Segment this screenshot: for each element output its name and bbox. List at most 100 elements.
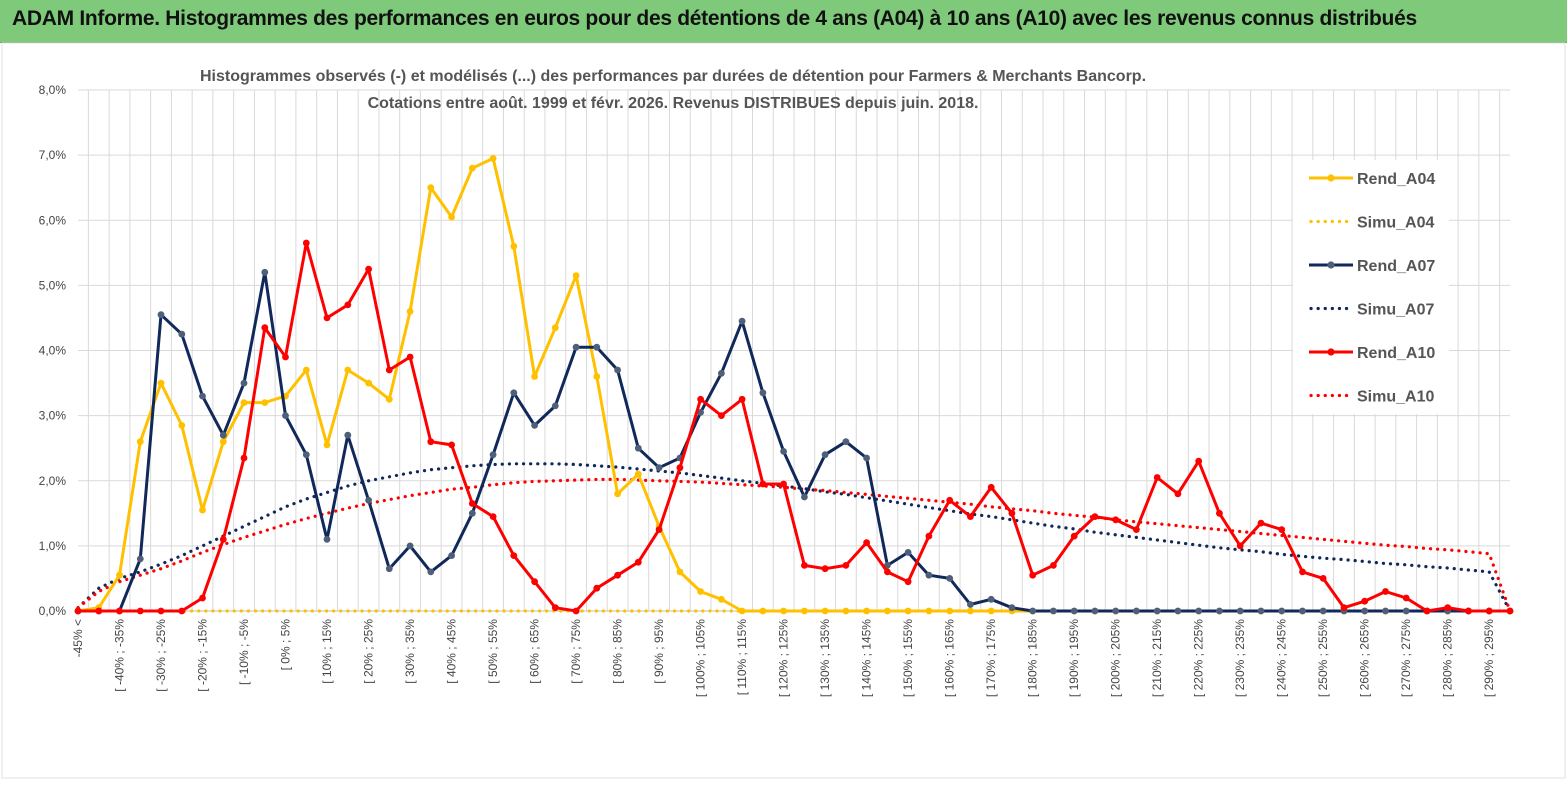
data-point	[240, 399, 248, 406]
data-point	[780, 448, 787, 455]
data-point	[842, 607, 850, 615]
x-tick-label: [ 0% ; 5%	[279, 619, 293, 671]
x-tick-label: [ 10% ; 15%	[320, 619, 334, 684]
banner: ADAM Informe. Histogrammes des performan…	[0, 0, 1567, 43]
data-point	[863, 454, 870, 462]
data-point	[531, 578, 538, 586]
x-tick-label: [ 140% ; 145%	[860, 619, 874, 697]
data-point	[572, 272, 580, 279]
data-point	[780, 480, 787, 488]
data-point	[655, 464, 663, 472]
series-layer	[74, 155, 1514, 615]
data-point	[1382, 607, 1389, 615]
data-point	[302, 366, 310, 374]
data-point	[468, 500, 476, 507]
data-point	[821, 565, 829, 573]
data-point	[95, 607, 103, 615]
data-point	[1112, 516, 1120, 524]
legend-label: Simu_A07	[1357, 302, 1434, 319]
x-tick-label: [ 280% ; 285%	[1441, 619, 1455, 697]
data-point	[1402, 607, 1410, 615]
series-line	[78, 270, 1510, 613]
data-point	[697, 395, 704, 403]
data-point	[427, 568, 435, 576]
data-point	[136, 438, 144, 446]
y-tick-label: 8,0%	[39, 83, 67, 97]
data-point	[987, 483, 995, 491]
series-line	[76, 477, 1512, 613]
y-tick-label: 2,0%	[39, 474, 67, 488]
data-point	[406, 542, 414, 550]
data-point	[1402, 594, 1410, 602]
data-point	[780, 607, 787, 615]
x-tick-label: [ 270% ; 275%	[1399, 619, 1413, 697]
data-point	[1423, 607, 1431, 615]
legend-item: Rend_A10	[1309, 345, 1435, 362]
legend: Rend_A04 Simu_A04 Rend_A07 Simu_A07 Rend_A10…	[1309, 171, 1435, 406]
x-tick-label: [ 60% ; 65%	[528, 619, 542, 684]
data-point	[365, 265, 372, 273]
data-point	[634, 444, 642, 452]
y-tick-label: 7,0%	[39, 148, 67, 162]
data-point	[1299, 607, 1306, 615]
legend-background	[1293, 160, 1449, 414]
data-point	[1133, 607, 1140, 615]
legend-label: Rend_A10	[1357, 345, 1435, 362]
data-point	[821, 607, 829, 615]
data-point	[344, 366, 352, 374]
data-point	[718, 369, 725, 377]
data-point	[572, 343, 580, 351]
data-point	[1174, 607, 1182, 615]
data-point	[634, 558, 642, 566]
data-point	[427, 438, 435, 446]
data-point	[406, 308, 414, 315]
data-point	[946, 496, 954, 504]
data-point	[551, 604, 559, 612]
data-point	[157, 311, 165, 319]
legend-label: Simu_A04	[1357, 215, 1434, 232]
data-point	[365, 496, 372, 504]
x-tick-label: [ 220% ; 225%	[1192, 619, 1206, 697]
x-tick-label: [ 160% ; 165%	[943, 619, 957, 697]
data-point	[551, 324, 559, 332]
legend-label: Simu_A10	[1357, 389, 1434, 406]
data-point	[448, 552, 455, 559]
data-point	[344, 431, 352, 439]
data-point	[863, 539, 870, 546]
data-point	[801, 493, 808, 501]
data-point	[1091, 607, 1099, 615]
data-point	[302, 239, 310, 247]
data-point	[718, 412, 725, 419]
data-point	[1050, 562, 1057, 569]
data-point	[489, 451, 497, 459]
data-point	[1174, 490, 1182, 498]
data-point	[344, 301, 352, 309]
data-point	[1216, 509, 1223, 517]
data-point	[759, 389, 767, 397]
x-tick-label: [ 210% ; 215%	[1150, 619, 1164, 697]
data-point	[738, 395, 746, 403]
data-point	[385, 565, 393, 573]
data-point	[468, 164, 476, 172]
data-point	[1112, 607, 1120, 615]
data-point	[365, 379, 372, 387]
data-point	[74, 607, 82, 615]
data-point	[1465, 607, 1472, 615]
data-point	[946, 607, 954, 615]
legend-item: Simu_A04	[1309, 215, 1434, 232]
y-axis: 0,0% 1,0% 2,0% 3,0% 4,0% 5,0% 6,0% 7,0% 8,0%	[39, 83, 67, 618]
data-point	[697, 409, 704, 416]
data-point	[1029, 607, 1037, 615]
legend-item: Rend_A07	[1309, 258, 1435, 275]
x-tick-label: [ -20% ; -15%	[196, 619, 210, 692]
data-point	[551, 402, 559, 410]
data-point	[1444, 604, 1452, 612]
y-tick-label: 5,0%	[39, 278, 67, 292]
series-Simu_A07	[76, 462, 1512, 613]
data-point	[1278, 607, 1286, 615]
data-point	[178, 607, 186, 615]
data-point	[987, 595, 995, 603]
x-tick-label: [ -40% ; -35%	[113, 619, 127, 692]
series-line	[78, 241, 1510, 613]
data-point	[1257, 607, 1265, 615]
